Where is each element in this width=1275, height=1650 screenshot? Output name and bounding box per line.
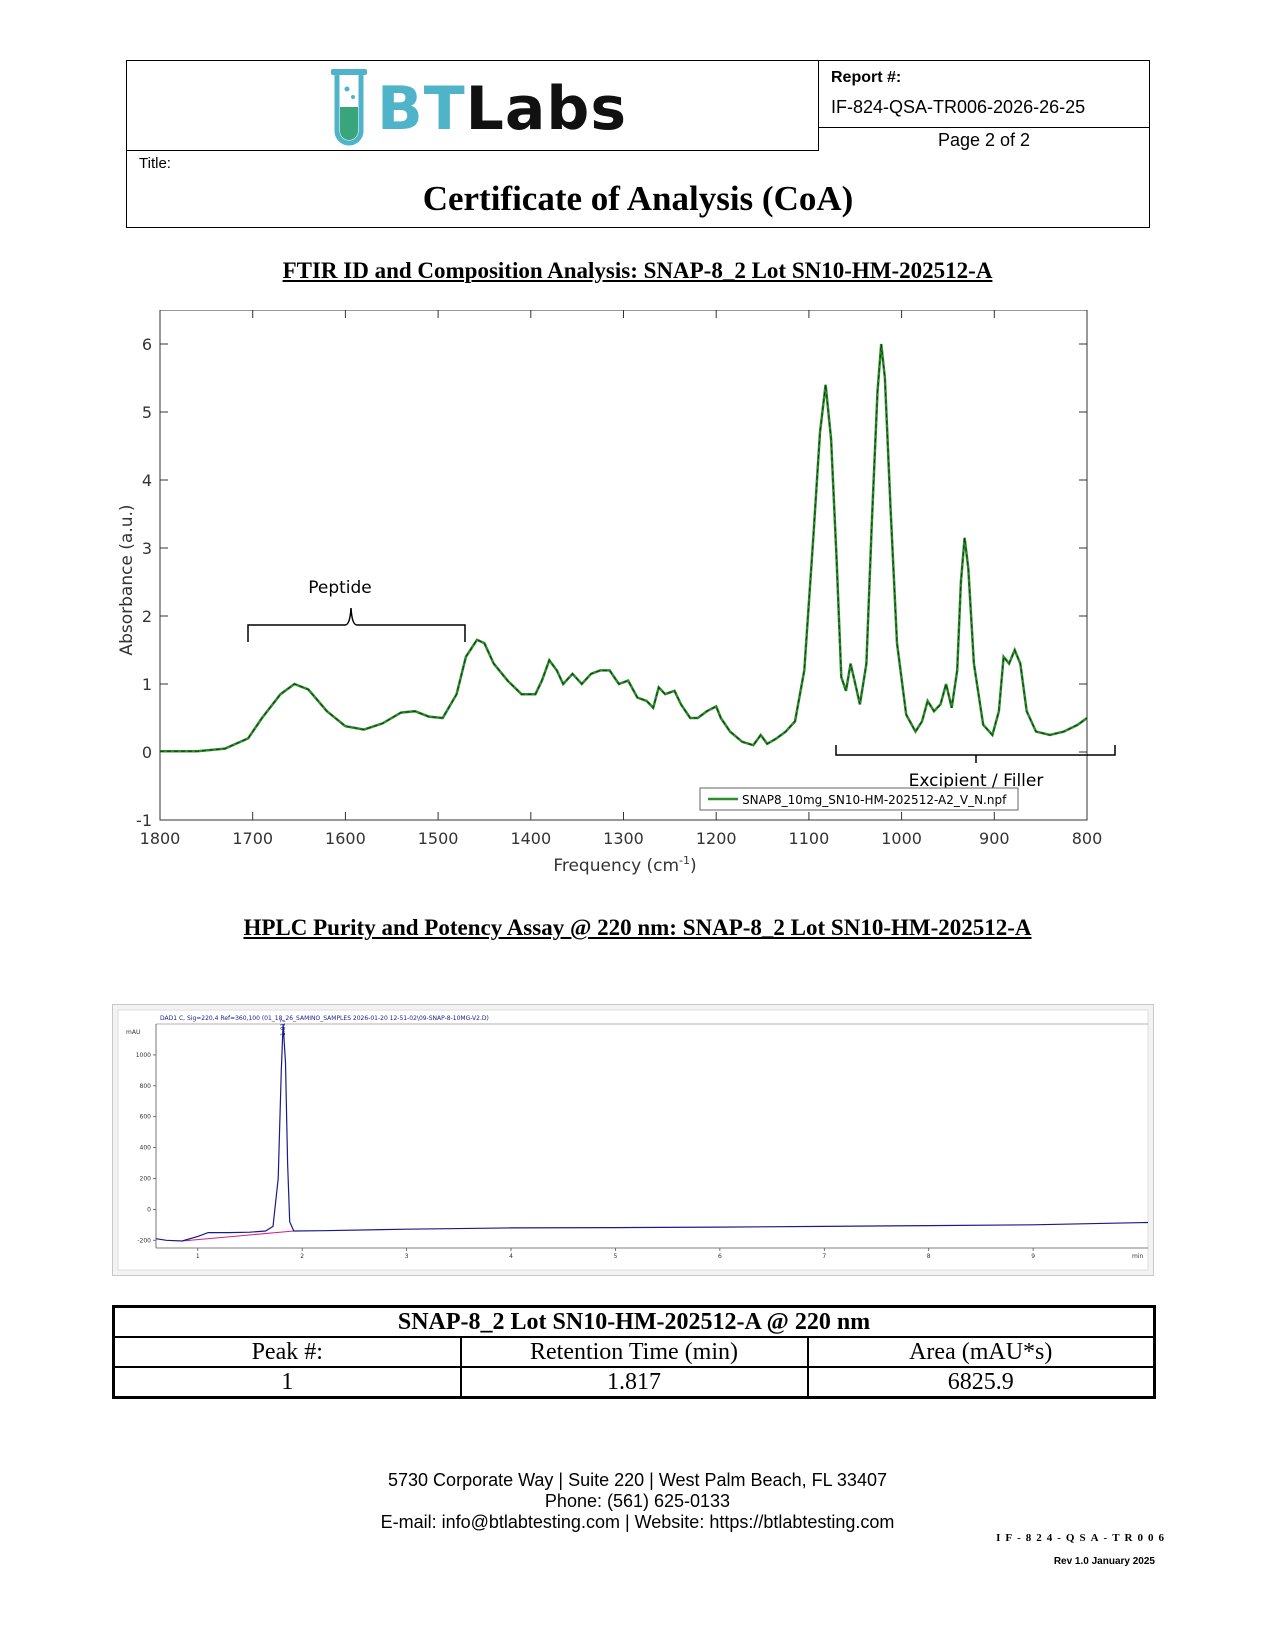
hplc-x-tick-label: 5 — [614, 1253, 618, 1260]
cell-retention-time: 1.817 — [459, 1366, 809, 1399]
table-header-row: Peak #: Retention Time (min) Area (mAU*s… — [112, 1336, 1156, 1368]
hplc-y-tick-label: 400 — [140, 1145, 152, 1152]
table-caption-row: SNAP-8_2 Lot SN10-HM-202512-A @ 220 nm — [112, 1305, 1156, 1338]
ftir-y-tick-label: 1 — [142, 675, 152, 694]
ftir-legend-label: SNAP8_10mg_SN10-HM-202512-A2_V_N.npf — [742, 793, 1007, 807]
ftir-y-tick-label: 5 — [142, 403, 152, 422]
header-area: Area (mAU*s) — [806, 1336, 1156, 1368]
ftir-spectrum-line-overlay — [160, 343, 1088, 752]
hplc-chromatogram: DAD1 C, Sig=220,4 Ref=360,100 (01_18_26_… — [112, 1004, 1154, 1276]
title-label: Title: — [139, 155, 171, 172]
hplc-y-tick-label: -200 — [137, 1237, 151, 1244]
hplc-y-tick-label: 800 — [140, 1083, 152, 1090]
excipient-label: Excipient / Filler — [909, 771, 1044, 791]
ftir-heading: FTIR ID and Composition Analysis: SNAP-8… — [282, 258, 993, 283]
footer-contact: E-mail: info@btlabtesting.com | Website:… — [380, 1512, 895, 1532]
ftir-y-tick-label: -1 — [136, 811, 152, 830]
report-number: IF-824-QSA-TR006-2026-26-25 — [831, 97, 1086, 117]
table-row: 1 1.817 6825.9 — [112, 1366, 1156, 1399]
header-peak: Peak #: — [112, 1336, 462, 1368]
document-title: Certificate of Analysis (CoA) — [422, 179, 854, 218]
ftir-x-tick-label: 1200 — [696, 829, 737, 848]
hplc-y-unit: mAU — [126, 1029, 140, 1036]
ftir-x-tick-label: 1600 — [325, 829, 366, 848]
hplc-x-tick-label: 3 — [405, 1253, 409, 1260]
ftir-y-tick-label: 6 — [142, 335, 152, 354]
cell-area: 6825.9 — [806, 1366, 1156, 1399]
footer-address: 5730 Corporate Way | Suite 220 | West Pa… — [388, 1470, 887, 1490]
hplc-peak-label: 1.817 — [280, 1019, 287, 1036]
hplc-x-tick-label: 8 — [927, 1253, 931, 1260]
ftir-y-axis-label: Absorbance (a.u.) — [117, 504, 137, 655]
ftir-x-tick-label: 1300 — [603, 829, 644, 848]
report-header: BTLabs Report #: IF-824-QSA-TR006-2026-2… — [126, 60, 1150, 228]
hplc-x-tick-label: 9 — [1031, 1253, 1035, 1260]
hplc-y-tick-label: 200 — [140, 1175, 152, 1182]
ftir-plot-frame — [159, 310, 1088, 821]
hplc-panel — [117, 1009, 1149, 1271]
ftir-spectrum-line — [160, 343, 1088, 753]
ftir-x-tick-label: 1800 — [140, 829, 181, 848]
peptide-label: Peptide — [308, 578, 372, 598]
ftir-y-tick-label: 2 — [142, 607, 152, 626]
cell-peak: 1 — [112, 1366, 462, 1399]
report-label: Report #: — [831, 69, 902, 86]
hplc-y-tick-label: 0 — [147, 1206, 151, 1213]
peptide-bracket — [247, 607, 466, 642]
report-info: Report #: IF-824-QSA-TR006-2026-26-25 Pa… — [819, 61, 1149, 151]
hplc-baseline-line — [182, 1230, 294, 1242]
ftir-x-axis-label: Frequency (cm-1) — [553, 854, 696, 876]
ftir-y-tick-label: 4 — [142, 471, 152, 490]
hplc-heading: HPLC Purity and Potency Assay @ 220 nm: … — [243, 915, 1032, 940]
test-tube-icon — [331, 69, 367, 146]
ftir-x-tick-label: 1000 — [881, 829, 922, 848]
logo-bt: BT — [377, 74, 466, 144]
hplc-signal-line — [155, 1023, 1149, 1242]
results-table: SNAP-8_2 Lot SN10-HM-202512-A @ 220 nm P… — [112, 1305, 1156, 1399]
ftir-y-tick-label: 0 — [142, 743, 152, 762]
logo-wordmark: BTLabs — [377, 79, 627, 139]
hplc-x-tick-label: 7 — [822, 1253, 826, 1260]
ftir-x-tick-label: 1500 — [418, 829, 459, 848]
hplc-x-tick-label: 4 — [509, 1253, 513, 1260]
logo-cell: BTLabs — [127, 61, 819, 151]
hplc-x-unit: min — [1132, 1253, 1144, 1260]
btlabs-logo: BTLabs — [327, 67, 627, 151]
ftir-x-tick-label: 1100 — [789, 829, 830, 848]
hplc-axes: -200 0 200 400 600 800 1000 1 2 3 4 5 6 7 8 9 — [136, 1024, 1148, 1260]
ftir-x-tick-label: 1700 — [232, 829, 273, 848]
ftir-y-tick-label: 3 — [142, 539, 152, 558]
hplc-x-tick-label: 1 — [196, 1253, 200, 1260]
hplc-y-tick-label: 600 — [140, 1114, 152, 1121]
table-caption: SNAP-8_2 Lot SN10-HM-202512-A @ 220 nm — [112, 1305, 1156, 1338]
hplc-x-tick-label: 6 — [718, 1253, 722, 1260]
ftir-axes — [159, 310, 1088, 821]
ftir-tick-labels: 1800 1700 1600 1500 1400 1300 1200 1100 1000 900 8… — [136, 335, 1102, 848]
document-id: IF-824-QSA-TR006 — [996, 1532, 1169, 1544]
hplc-signal-label: DAD1 C, Sig=220,4 Ref=360,100 (01_18_26_… — [160, 1015, 489, 1022]
header-retention-time: Retention Time (min) — [459, 1336, 809, 1368]
hplc-x-tick-label: 2 — [300, 1253, 304, 1260]
ftir-legend-box — [699, 787, 1019, 811]
excipient-bracket — [835, 745, 1116, 763]
ftir-chart: 1800 1700 1600 1500 1400 1300 1200 1100 1000 900 8… — [117, 310, 1116, 876]
ftir-x-tick-label: 900 — [979, 829, 1010, 848]
footer-phone: Phone: (561) 625-0133 — [544, 1491, 731, 1511]
revision-note: Rev 1.0 January 2025 — [1053, 1556, 1155, 1567]
ftir-x-tick-label: 800 — [1072, 829, 1103, 848]
hplc-y-tick-label: 1000 — [136, 1052, 151, 1059]
ftir-x-tick-label: 1400 — [510, 829, 551, 848]
logo-labs: Labs — [465, 74, 628, 144]
page-number: Page 2 of 2 — [819, 127, 1149, 152]
